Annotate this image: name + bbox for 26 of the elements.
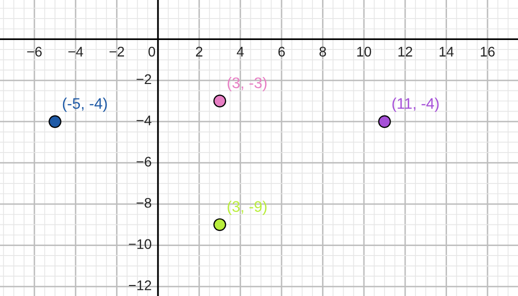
y-tick-label: −12 [128, 280, 152, 290]
x-tick-label: 4 [236, 46, 244, 56]
annotation: (11, -4) [392, 98, 439, 112]
y-tick-label: −8 [136, 198, 152, 208]
x-tick-label: 0 [148, 46, 156, 57]
x-tick-label: 8 [319, 46, 326, 57]
y-tick-label: −6 [136, 156, 152, 167]
point [48, 115, 62, 128]
x-tick-label: 2 [196, 46, 202, 56]
annotation: (3, -9) [228, 200, 267, 215]
x-tick-label: 16 [480, 46, 495, 57]
y-tick-label: −4 [136, 116, 152, 126]
x-tick-label: −2 [110, 46, 124, 56]
point [213, 218, 226, 232]
annotation: (3, -3) [228, 77, 267, 92]
x-tick-label: 12 [398, 46, 412, 56]
x-tick-label: 10 [357, 46, 372, 57]
x-tick-label: 6 [278, 46, 285, 57]
y-tick-label: −10 [128, 239, 152, 250]
x-tick-label: −4 [68, 46, 84, 56]
point [378, 115, 391, 128]
point [213, 94, 226, 108]
x-tick-label: −6 [27, 46, 42, 57]
x-tick-label: 14 [440, 46, 454, 56]
annotation: (-5, -4) [62, 98, 107, 112]
y-tick-label: −2 [136, 74, 152, 84]
